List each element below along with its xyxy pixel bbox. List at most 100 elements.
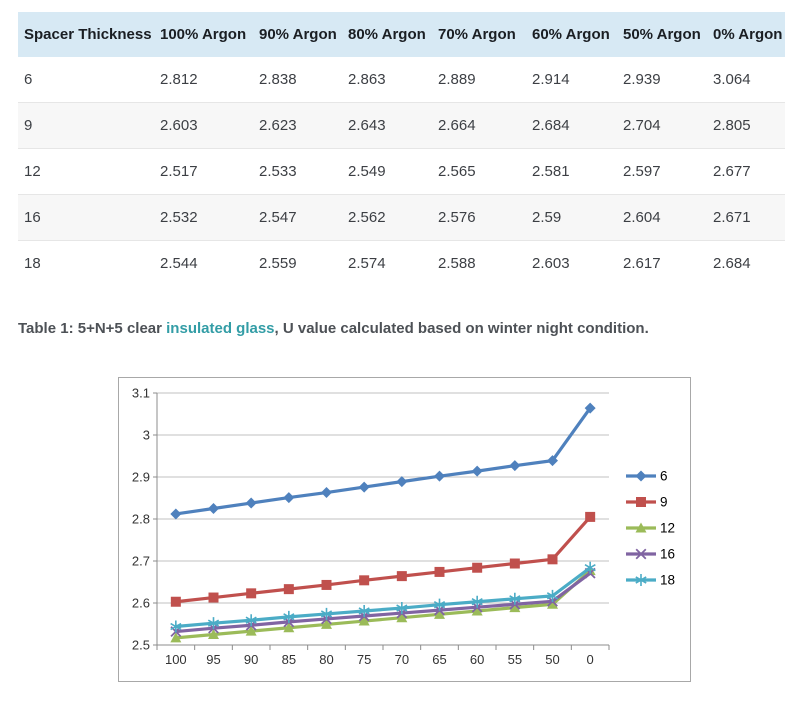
column-header-70-argon: 70% Argon (432, 12, 526, 57)
marker-asterisk (358, 604, 370, 617)
table-row-spacer-6: 6 2.812 2.838 2.863 2.889 2.914 2.939 3.064 (18, 57, 785, 103)
u-value-cell: 2.643 (348, 117, 386, 134)
insulated-glass-link[interactable]: insulated glass (166, 320, 275, 337)
u-value-cell: 2.559 (259, 255, 297, 272)
marker-triangle (321, 618, 332, 629)
legend-label-9: 9 (660, 495, 668, 510)
marker-asterisk (635, 574, 647, 586)
marker-square (636, 497, 646, 507)
table-row-spacer-9: 9 2.603 2.623 2.643 2.664 2.684 2.704 2.805 (18, 102, 785, 149)
marker-asterisk (433, 598, 446, 611)
marker-square (396, 571, 407, 582)
legend-label-18: 18 (660, 573, 675, 588)
y-tick-label: 2.7 (132, 554, 150, 569)
marker-triangle (283, 622, 295, 633)
marker-square (246, 588, 257, 599)
u-value-cell: 2.838 (259, 71, 297, 88)
marker-square (208, 592, 219, 603)
marker-triangle (635, 522, 647, 533)
marker-square (359, 575, 370, 586)
y-tick-label: 2.8 (132, 512, 150, 527)
marker-square (321, 579, 332, 590)
marker-diamond (208, 503, 219, 514)
u-value-cell: 2.684 (713, 255, 751, 272)
u-value-table: Spacer Thickness 100% Argon 90% Argon 80% A… (18, 12, 785, 286)
row-label: 6 (24, 71, 33, 88)
marker-triangle (170, 632, 182, 643)
x-tick-label: 90 (244, 652, 258, 667)
u-value-cell: 2.547 (259, 209, 297, 226)
marker-diamond (245, 497, 257, 509)
y-tick-label: 2.5 (132, 638, 150, 653)
y-tick-label: 2.6 (132, 596, 150, 611)
marker-diamond (321, 487, 332, 499)
marker-square (283, 584, 294, 595)
u-value-cell: 2.664 (438, 117, 476, 134)
x-tick-label: 80 (319, 652, 333, 667)
column-header-90-argon: 90% Argon (253, 12, 342, 57)
x-tick-label: 55 (508, 652, 522, 667)
u-value-cell: 2.604 (623, 209, 661, 226)
marker-diamond (471, 465, 483, 477)
series-line-18 (175, 566, 592, 629)
column-header-80-argon: 80% Argon (342, 12, 432, 57)
series-line-12 (175, 569, 592, 640)
marker-diamond (547, 455, 558, 467)
marker-triangle (245, 625, 257, 636)
marker-triangle (547, 598, 558, 609)
table-header-row: Spacer Thickness 100% Argon 90% Argon 80% A… (18, 12, 785, 57)
u-value-cell: 2.544 (160, 255, 198, 272)
x-tick-label: 85 (282, 652, 296, 667)
row-label: 12 (24, 163, 41, 180)
u-value-cell: 2.914 (532, 71, 570, 88)
u-value-cell: 2.576 (438, 209, 476, 226)
u-value-cell: 2.863 (348, 71, 386, 88)
marker-x (635, 548, 647, 560)
x-tick-label: 95 (206, 652, 220, 667)
marker-asterisk (283, 610, 295, 623)
marker-square (170, 596, 181, 607)
x-tick-label: 0 (587, 652, 594, 667)
x-tick-label: 75 (357, 652, 371, 667)
legend-label-16: 16 (660, 547, 675, 562)
u-value-line-chart: 2.5 2.6 2.7 2.8 2.9 3 3.1 100 95 90 85 80 75 70 65 60 55… (118, 377, 691, 682)
table-row-spacer-18: 18 2.544 2.559 2.574 2.588 2.603 2.617 2.684 (18, 240, 785, 286)
marker-diamond (434, 470, 445, 482)
marker-square (472, 562, 483, 573)
u-value-cell: 2.623 (259, 117, 297, 134)
column-header-100-argon: 100% Argon (154, 12, 253, 57)
marker-square (434, 566, 445, 577)
column-header-spacer-thickness: Spacer Thickness (18, 12, 154, 57)
marker-diamond (396, 476, 408, 488)
legend-label-12: 12 (660, 521, 675, 536)
u-value-cell: 2.597 (623, 163, 661, 180)
marker-square (585, 511, 596, 522)
table-caption: Table 1: 5+N+5 clear insulated glass, U … (18, 320, 785, 337)
row-label: 9 (24, 117, 33, 134)
u-value-cell: 2.517 (160, 163, 198, 180)
column-header-50-argon: 50% Argon (617, 12, 707, 57)
u-value-cell: 2.574 (348, 255, 386, 272)
series-line-6 (175, 407, 592, 516)
marker-triangle (509, 602, 521, 613)
u-value-cell: 2.677 (713, 163, 751, 180)
page: Spacer Thickness 100% Argon 90% Argon 80% A… (18, 12, 785, 682)
marker-asterisk (584, 561, 596, 574)
marker-square (547, 554, 558, 565)
u-value-cell: 3.064 (713, 71, 751, 88)
marker-diamond (358, 481, 370, 493)
marker-asterisk (471, 595, 483, 608)
row-label: 18 (24, 255, 41, 272)
marker-asterisk (170, 620, 182, 633)
table-row-spacer-16: 16 2.532 2.547 2.562 2.576 2.59 2.604 2.671 (18, 194, 785, 241)
series-line-16 (175, 571, 592, 634)
x-tick-label: 60 (470, 652, 484, 667)
y-tick-label: 3.1 (132, 386, 150, 401)
caption-text-suffix: , U value calculated based on winter nig… (274, 320, 649, 337)
u-value-cell: 2.562 (348, 209, 386, 226)
u-value-cell: 2.59 (532, 209, 562, 226)
marker-triangle (434, 608, 445, 619)
u-value-cell: 2.532 (160, 209, 198, 226)
marker-asterisk (546, 589, 559, 602)
u-value-cell: 2.549 (348, 163, 386, 180)
